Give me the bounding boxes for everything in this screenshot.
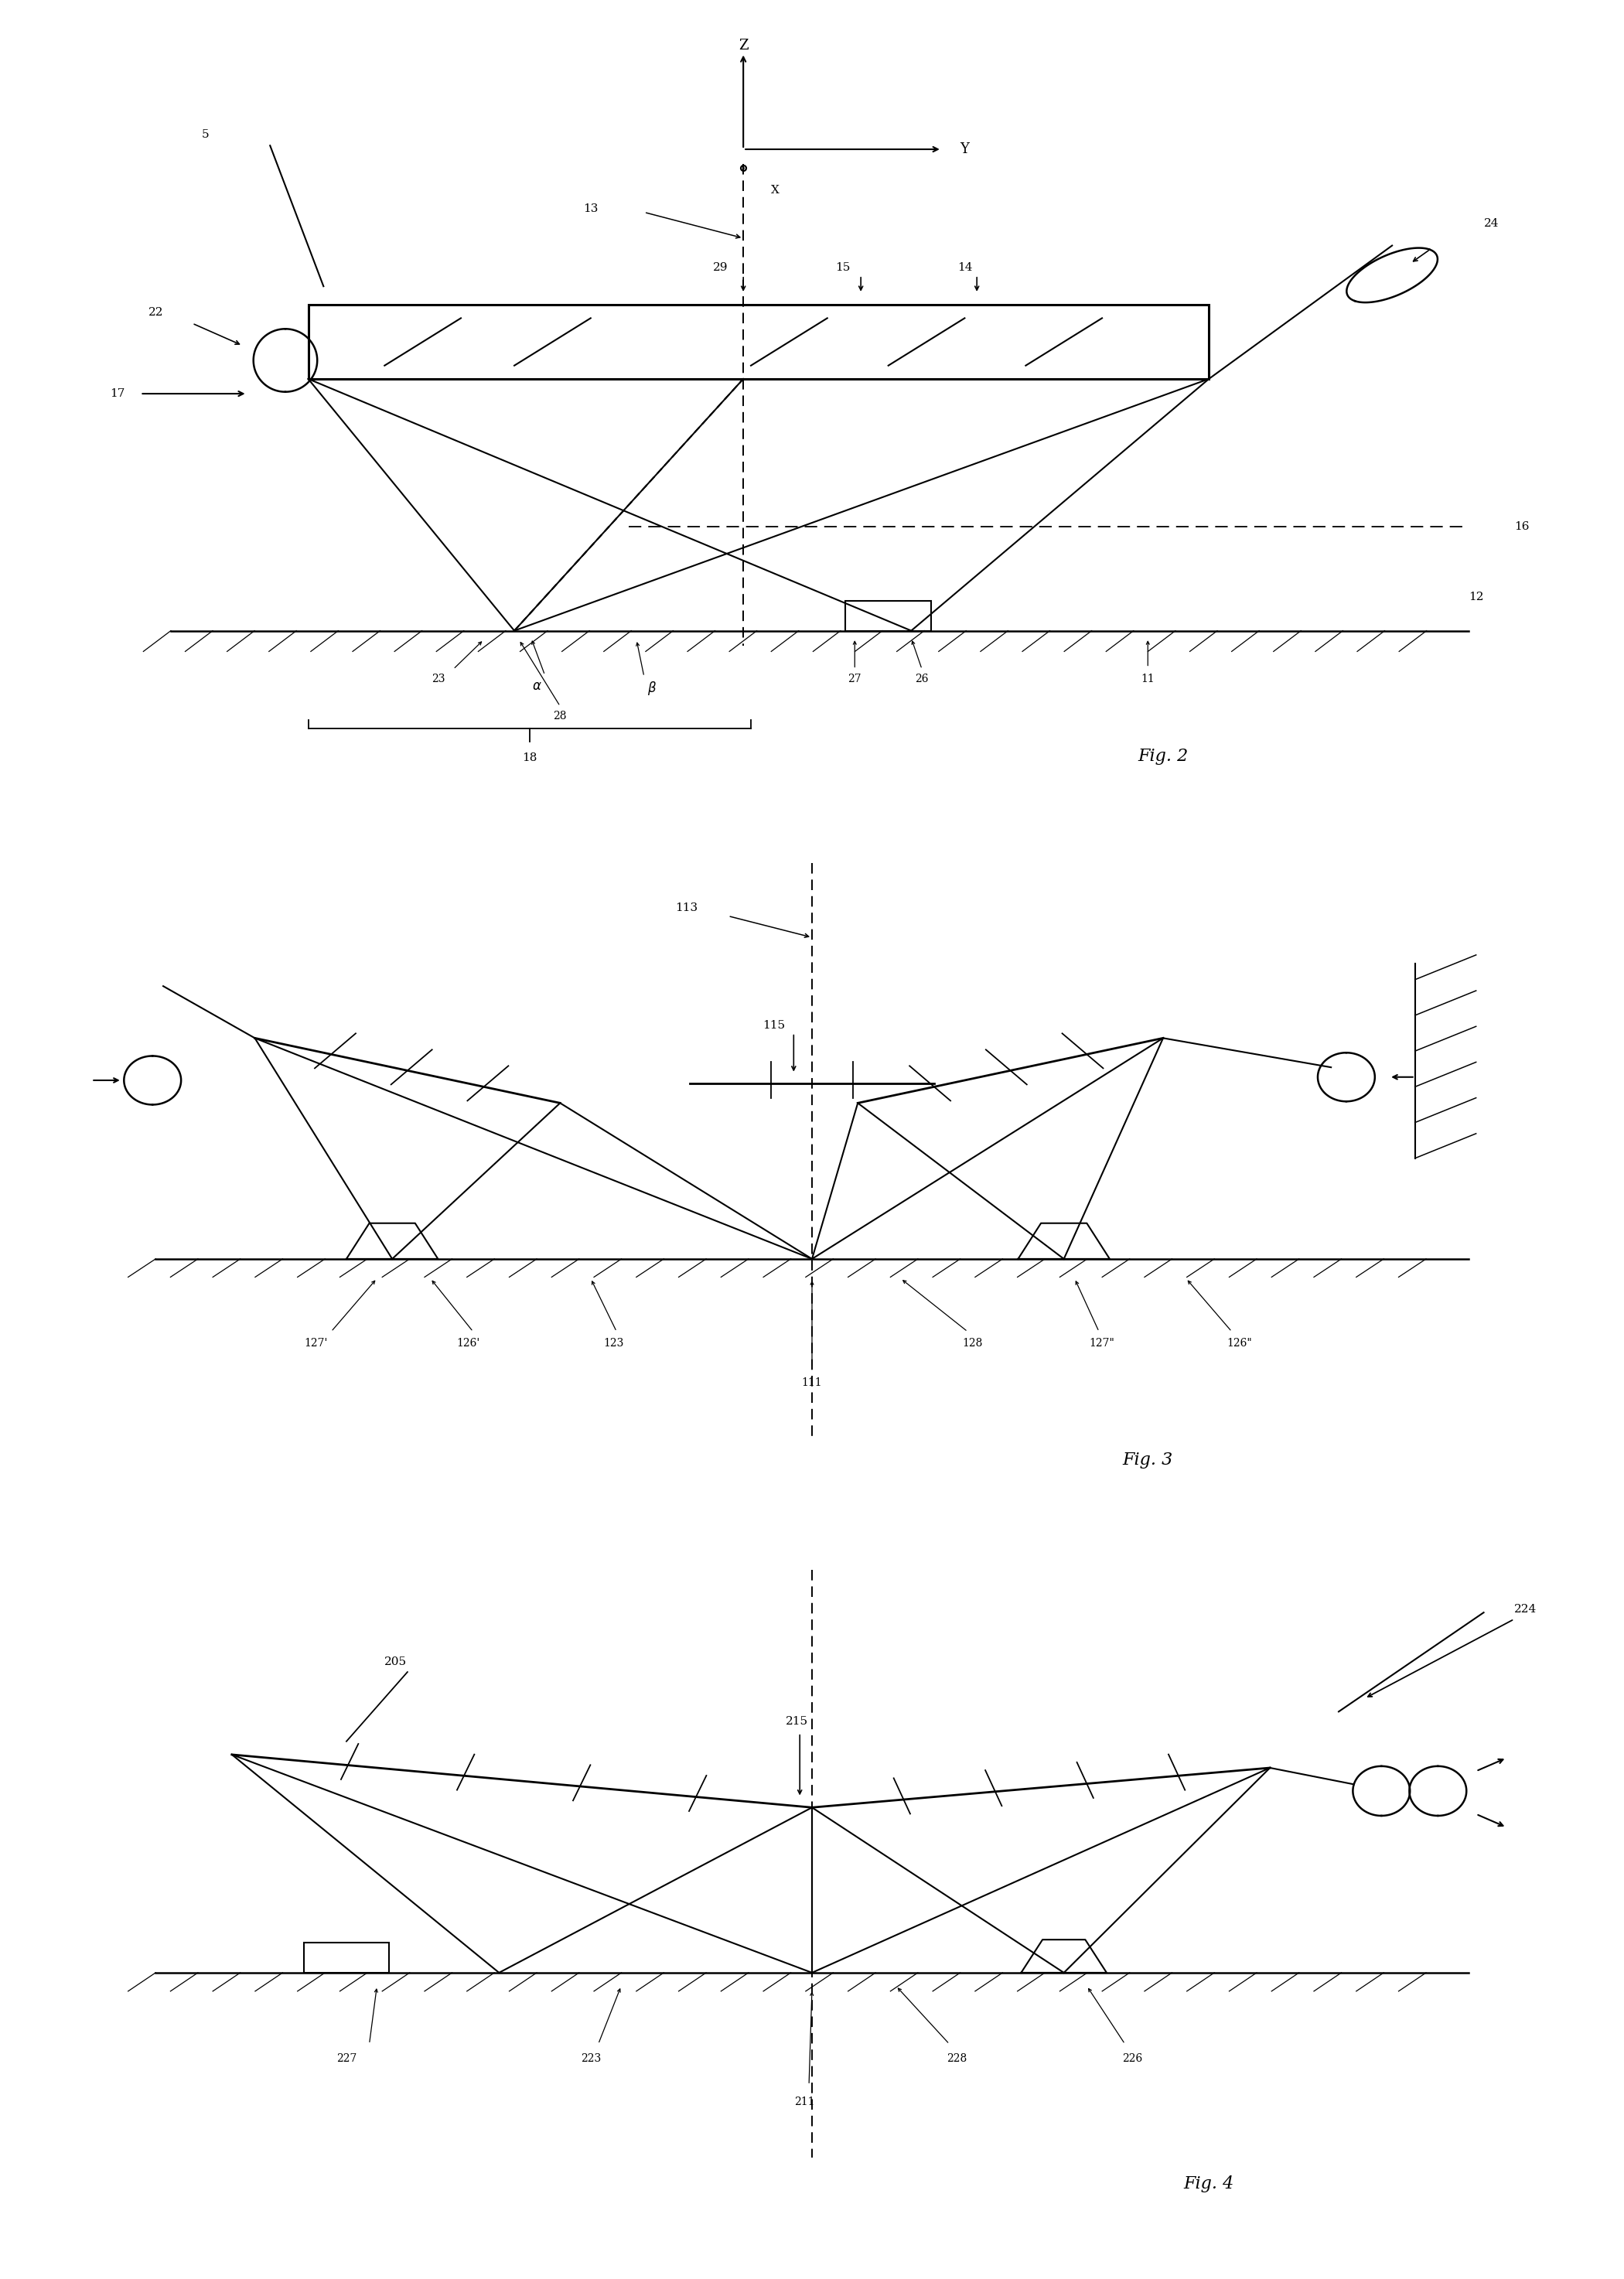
Bar — [304, 1944, 390, 1974]
Text: 26: 26 — [916, 672, 929, 684]
Text: $\beta$: $\beta$ — [646, 679, 656, 697]
Text: 215: 215 — [786, 1716, 809, 1727]
Bar — [846, 602, 931, 631]
Text: 113: 113 — [676, 902, 698, 914]
Text: 15: 15 — [835, 262, 849, 273]
Text: 128: 128 — [961, 1338, 983, 1349]
Text: 223: 223 — [580, 2053, 601, 2065]
Text: 17: 17 — [110, 387, 125, 399]
Text: 22: 22 — [148, 308, 162, 317]
Text: 227: 227 — [336, 2053, 357, 2065]
Text: 205: 205 — [385, 1657, 408, 1668]
Text: 226: 226 — [1122, 2053, 1143, 2065]
Text: 11: 11 — [1142, 672, 1155, 684]
Text: 14: 14 — [957, 262, 973, 273]
Text: 13: 13 — [583, 203, 598, 214]
Text: 123: 123 — [604, 1338, 624, 1349]
Text: 27: 27 — [848, 672, 862, 684]
Text: 228: 228 — [947, 2053, 968, 2065]
Text: $\alpha$: $\alpha$ — [533, 679, 542, 693]
Text: 211: 211 — [794, 2097, 815, 2108]
Text: 115: 115 — [763, 1019, 784, 1030]
Text: 29: 29 — [713, 262, 728, 273]
Text: 224: 224 — [1514, 1604, 1536, 1614]
Text: Y: Y — [960, 141, 970, 157]
Text: Fig. 3: Fig. 3 — [1122, 1452, 1173, 1468]
Text: Fig. 4: Fig. 4 — [1184, 2176, 1234, 2192]
Text: 5: 5 — [201, 130, 209, 139]
Text: 111: 111 — [802, 1377, 822, 1388]
Text: 16: 16 — [1514, 522, 1530, 533]
Text: 18: 18 — [521, 752, 538, 763]
Text: 126': 126' — [456, 1338, 481, 1349]
Text: 24: 24 — [1484, 219, 1499, 228]
Text: 127": 127" — [1090, 1338, 1114, 1349]
Text: Z: Z — [739, 39, 749, 52]
Text: X: X — [771, 185, 780, 196]
Text: 126": 126" — [1226, 1338, 1252, 1349]
Text: 28: 28 — [554, 711, 567, 722]
Text: 127': 127' — [304, 1338, 328, 1349]
Bar — [309, 305, 1208, 378]
Text: 12: 12 — [1468, 593, 1483, 604]
Text: 23: 23 — [432, 672, 445, 684]
Text: Fig. 2: Fig. 2 — [1138, 748, 1189, 766]
